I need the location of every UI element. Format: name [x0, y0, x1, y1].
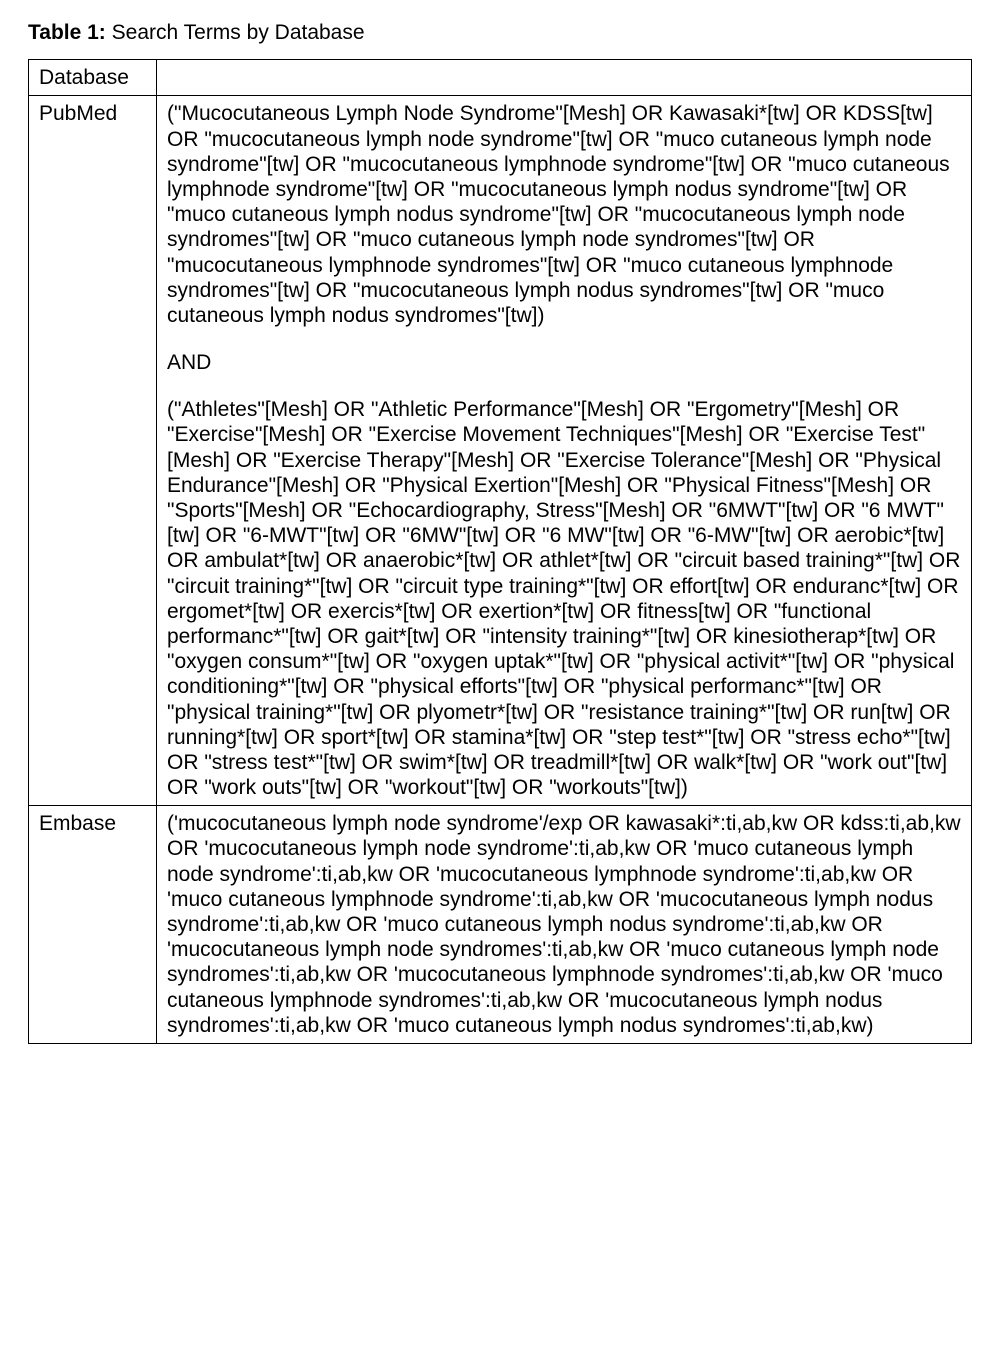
query-block-2: ("Athletes"[Mesh] OR "Athletic Performan… [167, 397, 961, 800]
table-title-label: Table 1: [28, 21, 106, 44]
query-block-1: ("Mucocutaneous Lymph Node Syndrome"[Mes… [167, 101, 961, 328]
header-database: Database [29, 60, 157, 96]
and-separator: AND [167, 350, 961, 375]
table-row: Embase ('mucocutaneous lymph node syndro… [29, 806, 972, 1044]
search-terms-table: Database PubMed ("Mucocutaneous Lymph No… [28, 59, 972, 1044]
table-title: Table 1: Search Terms by Database [28, 20, 972, 45]
query-cell: ("Mucocutaneous Lymph Node Syndrome"[Mes… [157, 96, 972, 806]
database-name-cell: PubMed [29, 96, 157, 806]
database-name-cell: Embase [29, 806, 157, 1044]
query-cell: ('mucocutaneous lymph node syndrome'/exp… [157, 806, 972, 1044]
table-row: PubMed ("Mucocutaneous Lymph Node Syndro… [29, 96, 972, 806]
table-header-row: Database [29, 60, 972, 96]
query-block-1: ('mucocutaneous lymph node syndrome'/exp… [167, 811, 961, 1038]
table-title-text: Search Terms by Database [112, 21, 365, 44]
header-query [157, 60, 972, 96]
